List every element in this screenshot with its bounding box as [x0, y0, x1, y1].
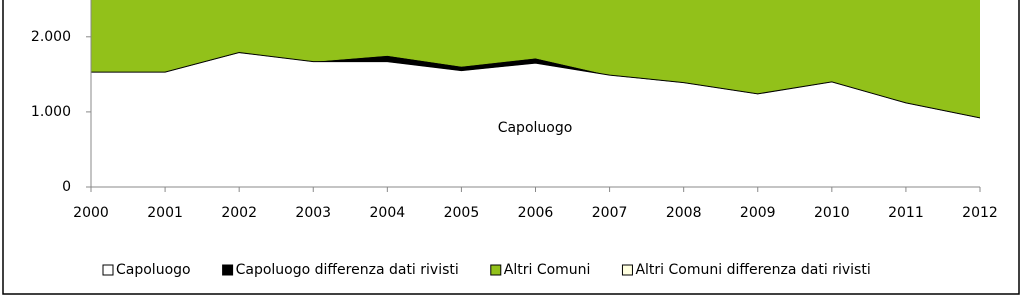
legend-swatch: [490, 264, 502, 276]
y-tick-label: 0: [62, 179, 71, 195]
x-tick-label: 2004: [370, 205, 406, 221]
legend-label: Capoluogo differenza dati rivisti: [236, 262, 459, 278]
x-tick-label: 2001: [147, 205, 183, 221]
legend-swatch: [621, 264, 633, 276]
y-tick-label: 2.000: [31, 29, 71, 45]
plot-area: [91, 0, 980, 187]
legend-swatch: [222, 264, 234, 276]
y-tick-label: 1.000: [31, 104, 71, 120]
annotation: Capoluogo: [498, 120, 573, 136]
x-tick-label: 2005: [444, 205, 480, 221]
series-line: [91, 52, 980, 119]
x-tick-label: 2002: [221, 205, 257, 221]
area: [91, 52, 980, 187]
x-tick-label: 2010: [814, 205, 850, 221]
x-tick-label: 2006: [518, 205, 554, 221]
legend-label: Altri Comuni: [504, 262, 591, 278]
x-tick-label: 2003: [295, 205, 331, 221]
area: [91, 0, 980, 119]
x-tick-label: 2009: [740, 205, 776, 221]
x-tick-label: 2011: [888, 205, 924, 221]
legend-label: Altri Comuni differenza dati rivisti: [635, 262, 870, 278]
x-tick-label: 2008: [666, 205, 702, 221]
legend-label: Capoluogo: [116, 262, 191, 278]
legend-swatch: [102, 264, 114, 276]
x-tick-label: 2000: [73, 205, 109, 221]
x-tick-label: 2012: [962, 205, 998, 221]
x-tick-label: 2007: [592, 205, 628, 221]
